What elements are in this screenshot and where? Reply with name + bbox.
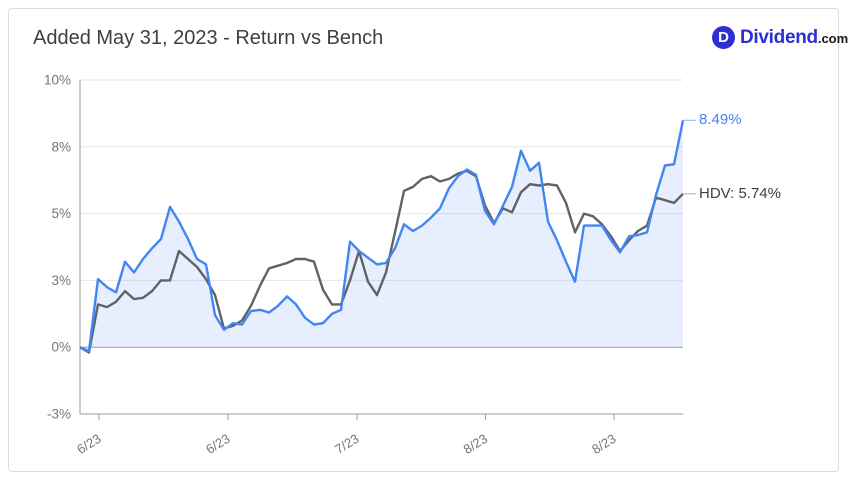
dividend-logo-monogram: D [718, 29, 729, 46]
dividend-logo-text: Dividend.com [740, 27, 848, 49]
y-axis-label: 3% [51, 273, 71, 288]
y-axis-label: -3% [47, 407, 71, 422]
y-axis-label: 5% [51, 206, 71, 221]
return-line [79, 120, 685, 353]
x-axis-label: 8/23 [461, 431, 490, 457]
x-axis-label: 8/23 [589, 431, 618, 457]
y-axis-label: 8% [51, 139, 71, 154]
x-axis-label: 6/23 [74, 431, 103, 457]
dividend-logo-icon: D [712, 26, 735, 49]
bench-line [79, 169, 684, 354]
dividend-logo-tld: .com [817, 30, 849, 46]
dividend-logo[interactable]: D Dividend.com [712, 26, 848, 49]
y-axis-label: 10% [44, 73, 71, 88]
chart-card [8, 8, 839, 472]
dividend-logo-name: Dividend [740, 26, 818, 48]
x-axis-label: 7/23 [332, 431, 361, 457]
y-axis-label: 0% [51, 340, 71, 355]
chart-title: Added May 31, 2023 - Return vs Bench [33, 27, 384, 49]
return-area [80, 120, 683, 352]
x-axis-label: 6/23 [203, 431, 232, 457]
return-end-label: 8.49% [699, 111, 742, 128]
bench-end-label: HDV: 5.74% [699, 185, 781, 202]
